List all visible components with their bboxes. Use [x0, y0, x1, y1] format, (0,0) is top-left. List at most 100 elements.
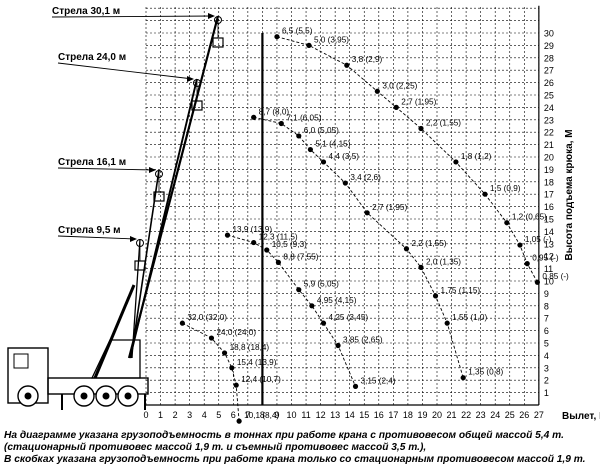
y-tick-label: 8 [544, 301, 549, 311]
data-label: 2,7 (1,95) [401, 97, 436, 106]
data-label: 8,8 (7,55) [283, 252, 318, 261]
hook-block [212, 37, 224, 48]
y-tick-label: 29 [544, 41, 554, 51]
boom-label: Стрела 30,1 м [52, 6, 120, 17]
data-label: 1,2 (0,65) [512, 213, 547, 222]
capacity-curve [227, 234, 356, 387]
y-tick-label: 16 [544, 202, 554, 212]
data-label: 1,75 (1,15) [441, 286, 481, 295]
data-label: 4,25 (3,45) [329, 313, 369, 322]
x-tick-label: 16 [374, 410, 384, 420]
boom-label-leader [57, 167, 156, 171]
data-point [307, 146, 314, 153]
boom-label: Стрела 24,0 м [58, 52, 126, 63]
y-tick-label: 23 [544, 115, 554, 125]
data-label: 4,4 (3,5) [329, 152, 360, 161]
data-label: 13,9 (13,9) [232, 225, 272, 234]
hook-block [134, 260, 146, 271]
data-point [320, 159, 327, 165]
capacity-curve [253, 116, 464, 378]
y-tick-label: 13 [544, 239, 554, 249]
hook-block [191, 100, 203, 111]
data-label: 2,7 (1,95) [372, 203, 407, 212]
y-tick-label: 24 [544, 103, 554, 113]
data-label: 6,5 (5,5) [282, 27, 313, 36]
data-label: 6,0 (5,05) [304, 126, 339, 135]
data-point [251, 239, 257, 246]
x-tick-label: 15 [359, 410, 369, 420]
x-tick-label: 10 [286, 410, 296, 420]
capacity-curve [276, 36, 538, 283]
data-points [179, 34, 540, 424]
data-label: 2,2 (1,55) [426, 118, 461, 127]
data-point [229, 365, 235, 371]
data-point [418, 264, 424, 270]
y-tick-label: 21 [544, 140, 554, 150]
data-point [453, 159, 459, 165]
data-label: 24,0 (24,0) [216, 328, 256, 337]
x-tick-label: 6 [231, 410, 236, 420]
data-point [342, 180, 348, 186]
caption-line-2: (стационарный противовес массой 1,9 т. и… [4, 442, 427, 453]
y-tick-label: 3 [544, 363, 549, 373]
y-tick-label: 11 [544, 264, 553, 274]
x-tick-label: 3 [187, 410, 192, 420]
data-point [460, 375, 466, 381]
data-label: 3,15 (2,4) [361, 376, 396, 385]
y-tick-label: 26 [544, 78, 554, 88]
data-label: 0,85 (-) [542, 272, 569, 281]
data-point [403, 246, 410, 252]
data-point [274, 34, 280, 40]
y-tick-label: 22 [544, 128, 554, 138]
x-tick-label: 19 [417, 410, 427, 420]
boom-label-leader [57, 235, 137, 240]
x-tick-label: 11 [301, 410, 310, 420]
data-point [275, 259, 282, 265]
y-tick-label: 9 [544, 289, 549, 299]
x-axis-label: Вылет, М [562, 411, 600, 422]
y-tick-label: 4 [544, 351, 549, 361]
data-point [221, 350, 228, 356]
y-tick-label: 2 [544, 376, 549, 386]
axis-ticks: 0 1 2 3 4 5 6 7 8 9 10 11 12 13 14 15 16 17 18 19 20 21 22 23 24… [143, 29, 553, 421]
boom-label: Стрела 16,1 м [58, 157, 126, 168]
capacity-curve [182, 322, 240, 422]
data-point [374, 88, 380, 94]
data-label: 5,1 (4,15) [315, 140, 350, 149]
x-tick-label: 25 [505, 410, 515, 420]
x-tick-label: 26 [519, 410, 529, 420]
data-label: 18,8 (18,4) [230, 343, 270, 352]
x-tick-label: 1 [158, 410, 163, 420]
data-point [309, 303, 315, 309]
x-tick-label: 5 [216, 410, 221, 420]
data-point [236, 418, 242, 424]
data-label: 1,8 (1,2) [461, 152, 492, 161]
data-point [418, 125, 424, 132]
data-label: 3,0 (2,25) [382, 81, 417, 90]
x-tick-label: 24 [490, 410, 500, 420]
x-tick-label: 14 [345, 410, 355, 420]
x-tick-label: 13 [330, 410, 340, 420]
data-label: 0,95 (-) [532, 254, 559, 263]
y-tick-label: 17 [544, 190, 554, 200]
boom-label-leader [51, 15, 215, 18]
data-label: 1,55 (1,0) [452, 313, 487, 322]
y-tick-label: 27 [544, 66, 554, 76]
data-point [224, 232, 231, 238]
y-tick-label: 15 [544, 215, 554, 225]
crane-illustration [7, 15, 224, 410]
sheave [214, 16, 222, 24]
data-label: 3,85 (2,65) [343, 335, 383, 344]
data-point [444, 320, 450, 326]
data-point [524, 261, 530, 267]
capacity-curves [182, 36, 538, 422]
y-tick-label: 25 [544, 91, 554, 101]
data-point [251, 114, 257, 120]
data-point [306, 42, 312, 49]
data-point [344, 62, 350, 68]
y-tick-label: 10 [544, 277, 554, 287]
y-tick-label: 19 [544, 165, 554, 175]
boom-label-leader [57, 62, 194, 80]
wheel-hub [24, 392, 32, 400]
data-point [320, 320, 327, 326]
